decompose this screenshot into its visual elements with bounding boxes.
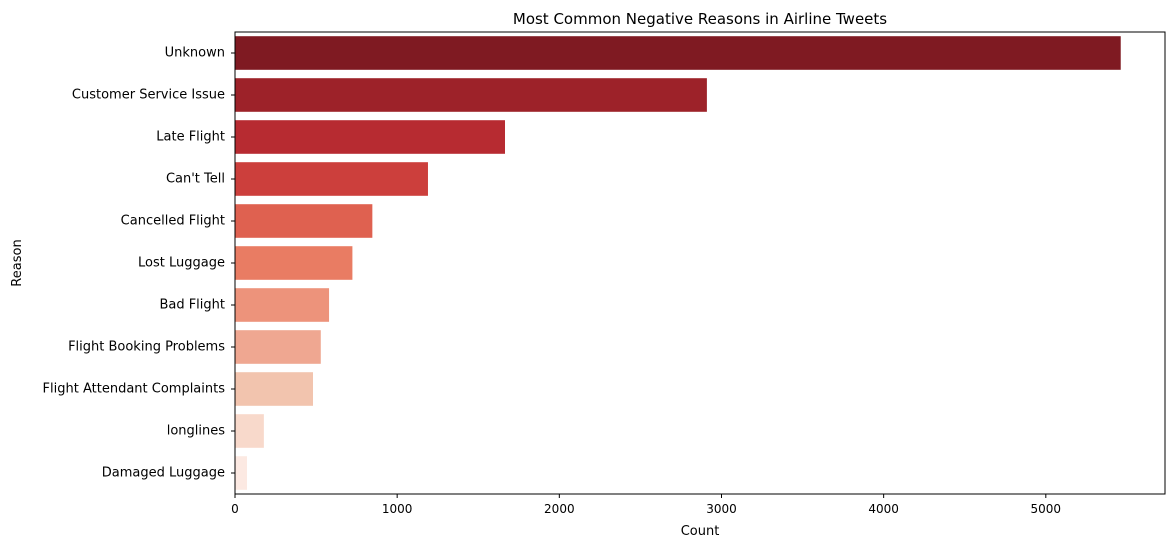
x-tick-label: 3000 [706,502,737,516]
bar [235,78,707,112]
y-tick-label: Cancelled Flight [121,214,225,229]
y-tick-label: longlines [167,424,226,439]
bar [235,162,428,196]
y-tick-label: Unknown [165,46,225,61]
x-tick-label: 1000 [382,502,413,516]
x-tick-label: 5000 [1031,502,1062,516]
bar [235,372,313,406]
bar [235,456,247,490]
y-tick-label: Flight Attendant Complaints [43,382,226,397]
y-tick-label: Bad Flight [159,298,225,313]
bar [235,36,1121,70]
chart-title: Most Common Negative Reasons in Airline … [513,10,887,28]
x-tick-label: 0 [231,502,239,516]
bar [235,204,373,238]
bar [235,414,264,448]
y-axis-label: Reason [10,239,25,286]
y-tick-label: Damaged Luggage [102,466,225,481]
x-axis-label: Count [681,524,720,539]
bar [235,330,321,364]
y-tick-label: Late Flight [156,130,225,145]
bar [235,288,330,322]
y-tick-label: Customer Service Issue [72,88,225,103]
x-axis: 0 1000 2000 3000 4000 5000 [231,494,1061,516]
y-tick-label: Flight Booking Problems [68,340,225,355]
x-tick-label: 4000 [868,502,899,516]
bars-layer [235,36,1121,490]
y-axis: Unknown Customer Service Issue Late Flight… [43,46,235,481]
bar [235,246,353,280]
y-tick-label: Lost Luggage [138,256,225,271]
bar [235,120,505,154]
y-tick-label: Can't Tell [166,172,225,187]
x-tick-label: 2000 [544,502,575,516]
